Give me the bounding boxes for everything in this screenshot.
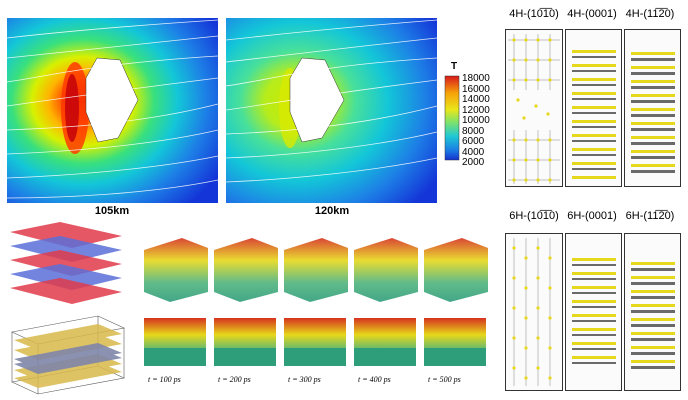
atom-lattice <box>512 238 552 386</box>
atom-lattice <box>572 258 616 364</box>
colorbar-tick: 16000 <box>462 83 490 95</box>
atom-lattice <box>508 34 560 184</box>
md-snapshot-6h-1120 <box>624 233 681 391</box>
md-snapshot-4h-0001 <box>565 29 622 187</box>
time-sequence-figure <box>144 238 488 366</box>
atom-lattice <box>631 262 675 369</box>
colorbar-tick: 18000 <box>462 73 490 84</box>
md-snapshot-4h-1120 <box>624 29 681 187</box>
colorbar-tick: 2000 <box>462 157 485 168</box>
md-title-4h-1010: 4H-(10̅1̅0) <box>509 8 559 20</box>
colorbar <box>444 75 460 161</box>
colorbar-tick: 4000 <box>462 146 485 158</box>
atom-lattice <box>572 50 616 179</box>
md-snapshot-6h-1010 <box>505 233 563 391</box>
md-title-4h-0001: 4H-(0001) <box>567 8 617 20</box>
md-title-6h-1010: 6H-(10̅1̅0) <box>509 210 559 222</box>
md-title-6h-1120: 6H-(11̅2̅0) <box>625 210 675 222</box>
md-snapshot-6h-0001 <box>565 233 622 391</box>
layered-structure-figure <box>10 222 125 395</box>
contour-panel-120km <box>225 18 438 203</box>
colorbar-ticks: 18000 16000 14000 12000 10000 8000 6000 … <box>462 74 498 169</box>
md-snapshot-4h-1010 <box>505 29 563 187</box>
colorbar-tick: 12000 <box>462 104 490 116</box>
colorbar-tick: 10000 <box>462 115 490 126</box>
panel-label-120km: 120km <box>314 205 350 217</box>
time-label: t = 200 ps <box>218 375 251 384</box>
colorbar-title: T <box>451 61 458 72</box>
cfd-figure <box>6 18 460 203</box>
time-label: t = 300 ps <box>288 375 321 384</box>
time-label: t = 500 ps <box>428 375 461 384</box>
time-label: t = 100 ps <box>148 375 181 384</box>
md-title-6h-0001: 6H-(0001) <box>567 210 617 222</box>
md-title-4h-1120: 4H-(11̅2̅0) <box>625 8 675 20</box>
contour-panel-105km <box>6 18 219 203</box>
colorbar-tick: 14000 <box>462 94 490 105</box>
colorbar-tick: 6000 <box>462 136 485 147</box>
atom-lattice <box>631 52 675 173</box>
colorbar-tick: 8000 <box>462 125 485 137</box>
panel-label-105km: 105km <box>94 205 130 217</box>
snapshot-row-3d <box>144 238 488 302</box>
time-label: t = 400 ps <box>358 375 391 384</box>
stacked-sheets <box>10 222 122 304</box>
